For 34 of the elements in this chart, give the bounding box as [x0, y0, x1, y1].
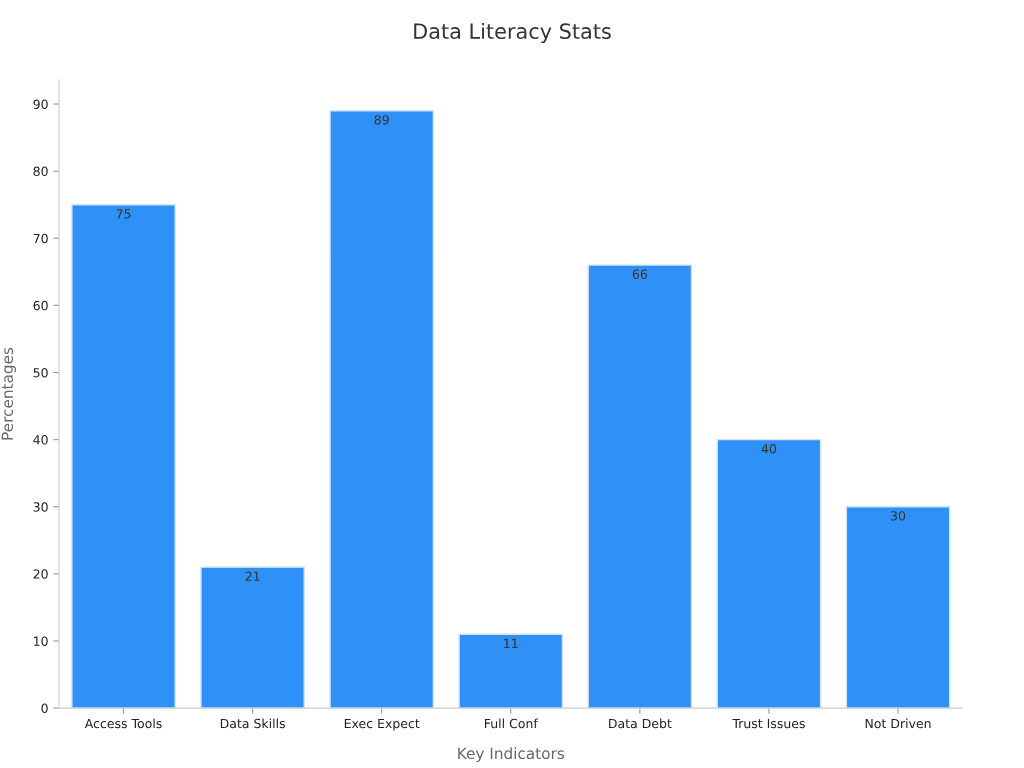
x-tick-label: Data Debt — [609, 718, 672, 729]
y-tick-label: 90 — [33, 99, 48, 109]
x-tick-label: Access Tools — [84, 718, 162, 729]
bar — [458, 633, 564, 709]
bar — [329, 110, 435, 709]
bar — [716, 438, 822, 709]
y-tick-label: 10 — [34, 636, 48, 646]
x-tick-label: Exec Expect — [344, 718, 420, 731]
y-tick-label: 80 — [33, 166, 48, 177]
y-tick-label: 0 — [41, 703, 48, 714]
y-tick-label: 20 — [33, 569, 48, 579]
y-tick-label: 30 — [33, 502, 48, 512]
data-label: 75 — [116, 209, 131, 219]
y-tick-label: 70 — [33, 233, 48, 244]
y-tick-label: 40 — [33, 435, 48, 445]
bar — [587, 264, 693, 709]
x-tick-label: Data Skills — [220, 718, 285, 729]
bar — [845, 506, 951, 709]
x-axis-title: Key Indicators — [458, 747, 565, 763]
data-label: 40 — [761, 444, 777, 454]
y-tick-label: 50 — [33, 367, 48, 378]
data-label: 11 — [504, 638, 518, 648]
x-tick-label: Not Driven — [865, 718, 931, 729]
data-label: 21 — [245, 571, 260, 581]
x-tick-label: Full Conf — [484, 718, 539, 729]
data-label: 30 — [891, 511, 906, 521]
x-tick-label: Trust Issues — [732, 718, 805, 729]
y-tick-label: 60 — [33, 300, 48, 311]
chart-title: Data Literacy Stats — [414, 22, 611, 44]
bar — [71, 204, 176, 709]
data-label: 66 — [632, 269, 648, 279]
y-axis-title: Percentages — [1, 347, 16, 440]
bar — [200, 566, 305, 709]
data-label: 89 — [374, 115, 389, 125]
